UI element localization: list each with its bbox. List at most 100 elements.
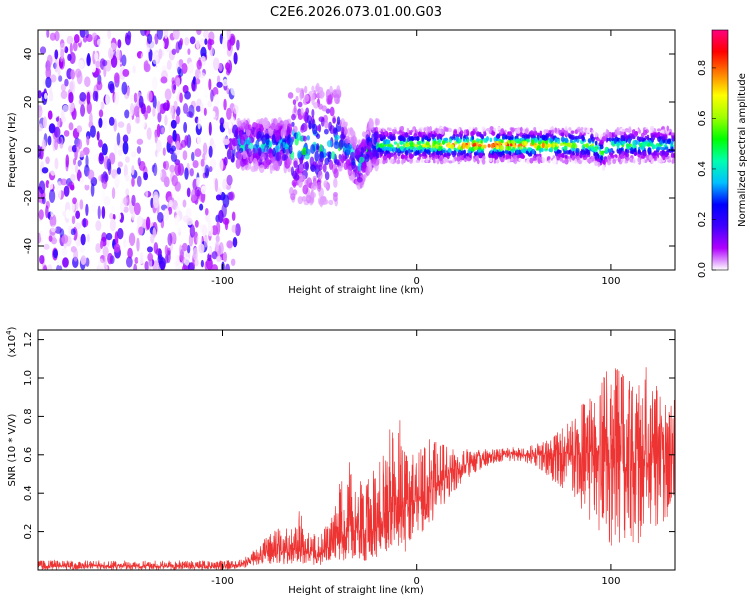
heat-cell [386,127,390,131]
heat-cell [671,132,675,136]
heat-cell [594,160,598,167]
heat-cell [281,154,287,162]
heat-cell [117,161,124,168]
heat-cell [551,133,554,139]
heat-cell [485,135,490,142]
heat-cell [448,138,452,144]
heat-cell [70,173,76,182]
heat-cell [488,157,493,162]
heat-cell [140,30,147,37]
heat-cell [547,156,551,160]
y-tick-label: 40 [23,48,34,61]
heat-cell [571,154,575,161]
heat-cell [103,195,111,206]
heat-cell [525,138,530,143]
heat-cell [535,138,538,142]
heat-cell [646,143,652,147]
heat-cell [302,135,307,142]
heat-cell [141,202,147,217]
heat-cell [70,246,77,253]
heat-cell [493,136,497,142]
heat-cell [581,149,586,155]
heat-cell [110,55,118,68]
heat-cell [575,152,579,156]
heat-cell [391,129,395,133]
heat-cell [439,150,443,156]
heat-cell [172,30,180,40]
heat-cell [48,189,56,204]
heat-cell [426,149,430,153]
heat-cell [39,254,45,265]
heat-cell [199,203,204,211]
heat-cell [567,142,572,146]
heat-cell [116,132,121,146]
heat-cell [96,100,102,111]
heat-cell [313,102,319,109]
heat-cell [206,257,213,270]
heat-cell [163,30,169,39]
heat-cell [104,106,109,117]
heat-cell [428,132,432,138]
heat-cell [121,81,128,95]
heat-cell [64,78,69,87]
heat-cell [386,139,391,145]
heat-cell [525,134,529,138]
heat-cell [442,149,446,154]
heat-cell [226,148,232,160]
heat-cell [93,153,100,162]
heat-cell [136,138,144,145]
heat-cell [293,104,297,114]
heat-cell [579,132,583,137]
heat-cell [181,231,186,244]
heat-cell [282,125,287,133]
heat-cell [63,185,70,197]
heat-cell [121,182,128,189]
heat-cell [164,244,169,256]
heat-cell [60,90,68,99]
heat-cell [140,51,148,62]
heat-cell [400,154,405,159]
heat-cell [418,149,423,154]
heat-cell [90,183,95,197]
heat-cell [424,135,428,141]
heat-cell [338,139,344,150]
heat-cell [113,142,118,155]
heat-cell [275,151,282,162]
heat-cell [101,143,108,156]
snr-series-line [38,367,675,570]
heat-cell [420,158,424,164]
heat-cell [158,48,163,60]
heat-cell [186,111,194,118]
heat-cell [292,125,298,133]
heat-cell [322,163,327,173]
heat-cell [236,39,240,51]
heat-cell [575,147,580,153]
heat-cell [540,148,544,152]
heat-cell [71,144,77,153]
heat-cell [109,212,114,220]
heat-cell [287,92,294,99]
heat-cell [552,158,557,165]
heat-cell [340,153,345,164]
heat-cell [334,159,340,165]
heat-cell [666,138,672,145]
heat-cell [628,126,632,132]
heat-cell [525,150,529,155]
heat-cell [230,35,235,46]
heat-cell [545,139,549,145]
heat-cell [68,91,74,104]
heat-cell [272,118,278,129]
heat-cell [157,111,162,123]
heat-cell [626,143,630,150]
heat-cell [538,148,542,154]
heat-cell [345,145,351,156]
heat-cell [62,257,69,268]
heat-cell [637,149,641,155]
heat-cell [496,134,501,139]
heat-cell [311,85,315,93]
heat-cell [508,131,512,137]
heat-cell [38,209,44,220]
heat-cell [228,191,235,201]
heat-cell [179,37,184,47]
heat-cell [349,151,356,161]
